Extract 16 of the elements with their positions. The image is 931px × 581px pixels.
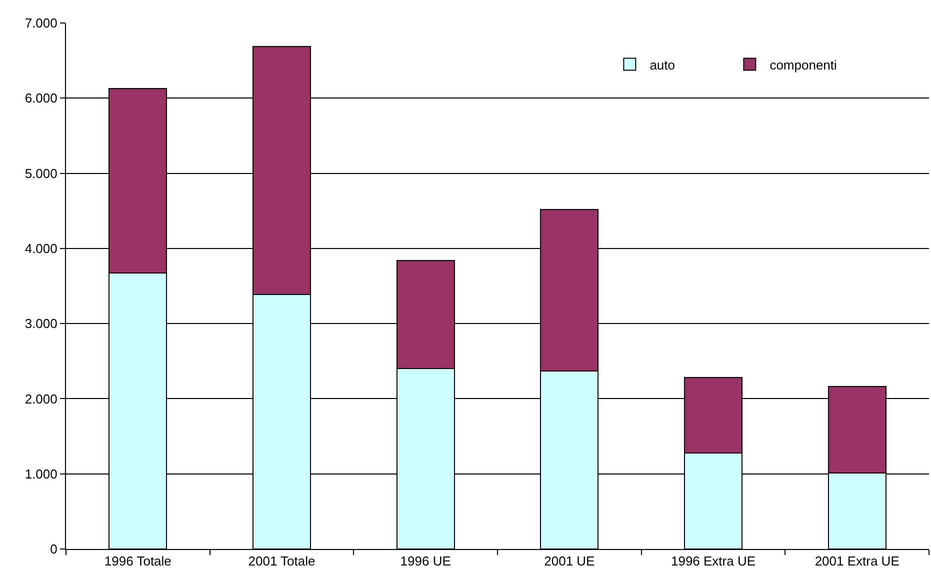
x-tick-label: 2001 Extra UE — [814, 554, 900, 569]
x-tick-label: 2001 Totale — [248, 554, 316, 569]
y-tick-label: 5.000 — [24, 166, 58, 181]
y-tick-label: 3.000 — [24, 316, 58, 332]
y-tick-label: 1.000 — [24, 466, 58, 482]
x-tick-label: 1996 Extra UE — [670, 554, 756, 569]
y-tick-label: 6.000 — [24, 90, 58, 106]
y-tick-label: 4.000 — [24, 240, 58, 256]
x-tick-label: 1996 Totale — [104, 554, 172, 569]
x-tick-label: 2001 UE — [544, 554, 596, 569]
legend-label: componenti — [770, 57, 838, 72]
y-tick-label: 7.000 — [24, 16, 58, 31]
y-tick-label: 2.000 — [24, 391, 58, 406]
x-tick-label: 1996 UE — [400, 554, 452, 569]
y-tick-label: 0 — [50, 542, 58, 557]
legend-label: auto — [650, 57, 676, 72]
